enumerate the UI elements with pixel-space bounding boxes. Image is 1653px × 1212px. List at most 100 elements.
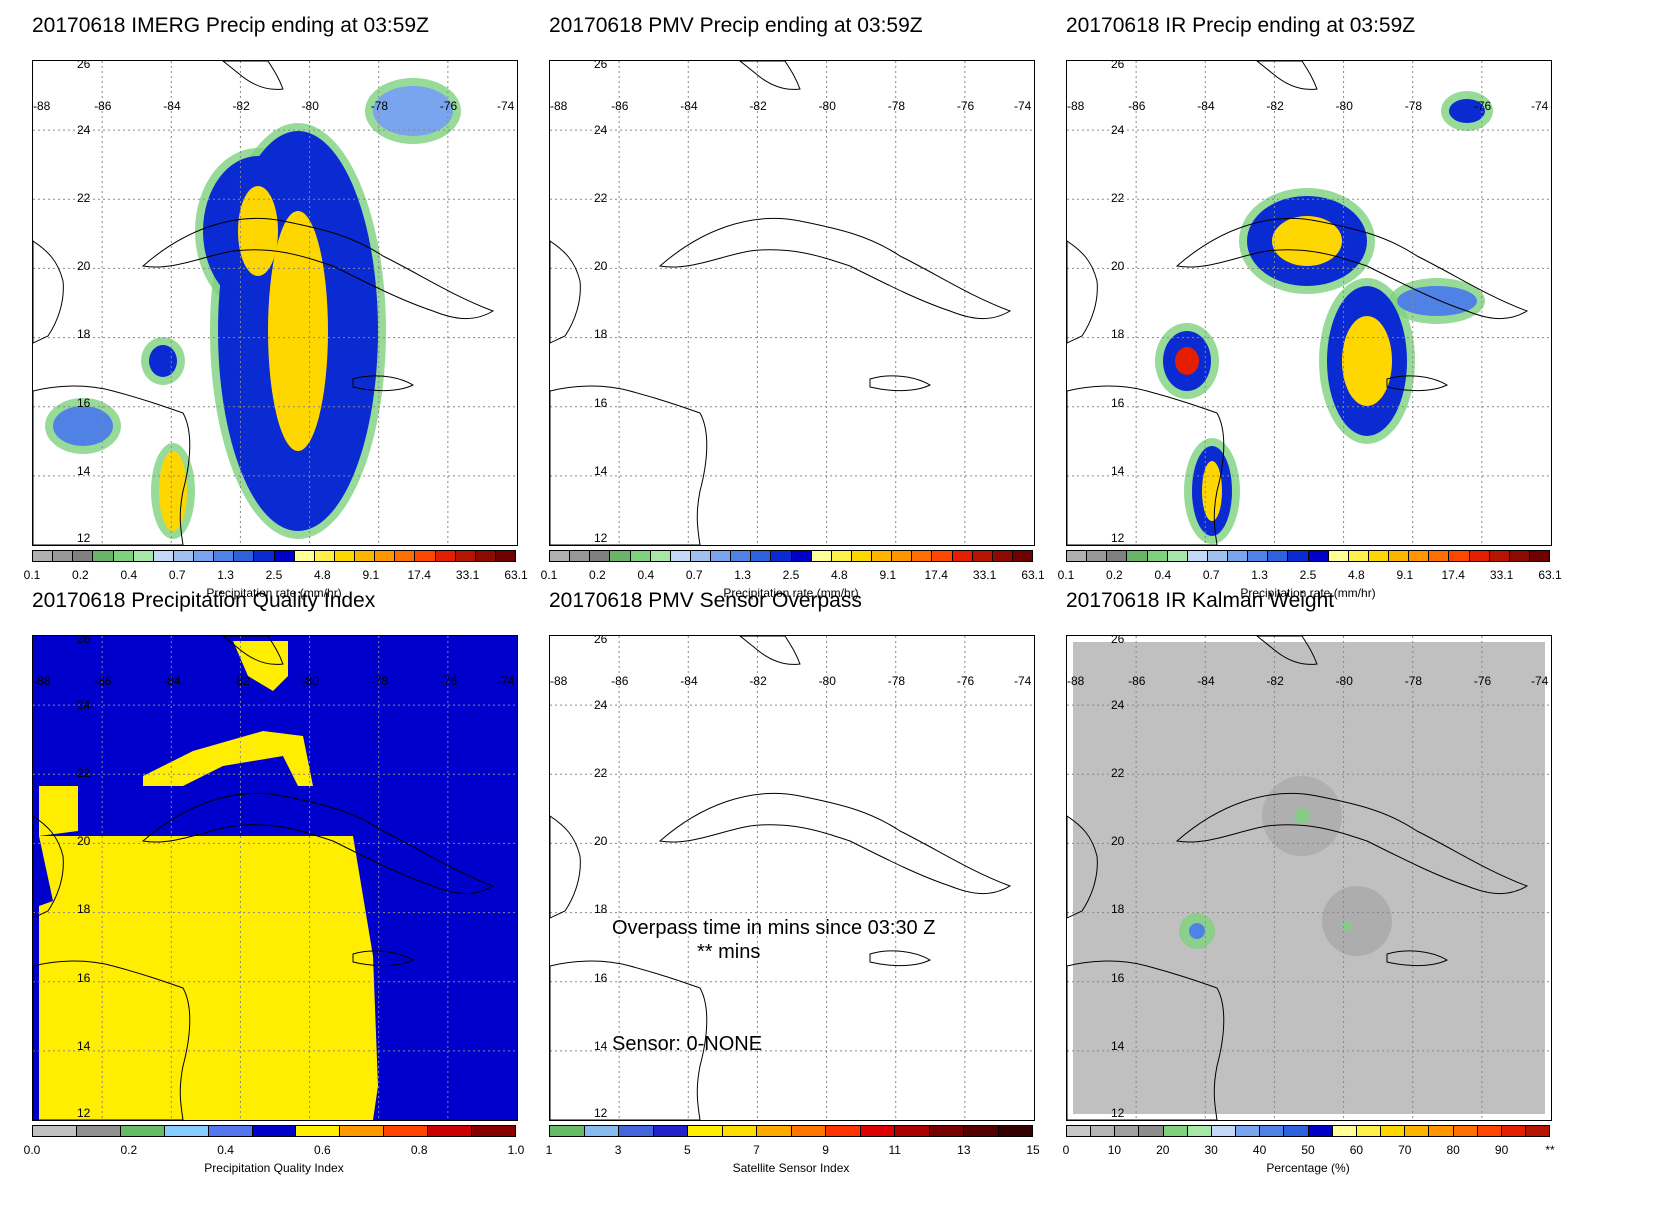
latitude-label: 22 bbox=[1111, 766, 1125, 781]
colorbar-tick-label: 0.2 bbox=[120, 1143, 138, 1157]
colorbar-bin bbox=[570, 551, 591, 561]
map-canvas bbox=[550, 61, 1034, 545]
colorbar-tick-label: 60 bbox=[1349, 1143, 1364, 1157]
colorbar-bin bbox=[1429, 551, 1450, 561]
colorbar-bin bbox=[1091, 1126, 1116, 1136]
longitude-label: -74 bbox=[1531, 99, 1549, 113]
colorbar-bin bbox=[860, 1126, 895, 1136]
longitude-label: -80 bbox=[301, 99, 319, 113]
colorbar-bin bbox=[1260, 1126, 1285, 1136]
colorbar-bin bbox=[472, 1126, 515, 1136]
latitude-label: 24 bbox=[594, 698, 608, 713]
panel-ir: 20170618 IR Precip ending at 03:59Z -88 -8… bbox=[1034, 0, 1562, 600]
panel-pmv: 20170618 PMV Precip ending at 03:59Z -88-… bbox=[517, 0, 1045, 600]
colorbar-bin bbox=[1107, 551, 1128, 561]
panel-pqi: 20170618 Precipitation Quality Index -88-… bbox=[0, 575, 525, 1175]
colorbar-bin bbox=[929, 1126, 964, 1136]
colorbar bbox=[32, 1125, 516, 1137]
colorbar-bin bbox=[619, 1126, 654, 1136]
colorbar-bin bbox=[1228, 551, 1249, 561]
panel-title: 20170618 Precipitation Quality Index bbox=[32, 589, 376, 612]
colorbar-bin bbox=[912, 551, 933, 561]
longitude-label: -86 bbox=[1128, 99, 1146, 113]
map-canvas bbox=[1067, 636, 1551, 1120]
colorbar-bin bbox=[1525, 1126, 1550, 1136]
colorbar-bin bbox=[751, 551, 772, 561]
colorbar-bin bbox=[688, 1126, 723, 1136]
colorbar-label: Satellite Sensor Index bbox=[732, 1161, 850, 1175]
latitude-label: 18 bbox=[594, 902, 608, 917]
colorbar-tick-label: 63.1 bbox=[1538, 568, 1562, 582]
colorbar-bin bbox=[610, 551, 631, 561]
colorbar-tick-label: 5 bbox=[683, 1143, 691, 1157]
colorbar-tick-label: 9.1 bbox=[1396, 568, 1414, 582]
latitude-label: 18 bbox=[594, 327, 608, 342]
colorbar-bin bbox=[334, 551, 355, 561]
colorbar-tick-label: 7 bbox=[753, 1143, 760, 1157]
colorbar-tick-label: 0 bbox=[1062, 1143, 1070, 1157]
colorbar-tick-label: 0.4 bbox=[637, 568, 655, 582]
colorbar-tick-label: 0.2 bbox=[589, 568, 606, 582]
latitude-label: 14 bbox=[77, 1038, 91, 1053]
panel-overpass: 20170618 PMV Sensor Overpass -88 -86 -84 -82… bbox=[517, 575, 1040, 1175]
colorbar-bin bbox=[428, 1126, 473, 1136]
colorbar-bin bbox=[1381, 1126, 1406, 1136]
colorbar-tick-label: 0.4 bbox=[217, 1143, 234, 1157]
colorbar-bin bbox=[1236, 1126, 1261, 1136]
longitude-label: -80 bbox=[1335, 674, 1353, 688]
colorbar-bin bbox=[1115, 1126, 1140, 1136]
colorbar-tick-label: 9 bbox=[822, 1143, 829, 1157]
latitude-label: 26 bbox=[594, 60, 608, 71]
colorbar-tick-label: 1.3 bbox=[1251, 568, 1268, 582]
latitude-label: 24 bbox=[1111, 698, 1125, 713]
latitude-label: 26 bbox=[594, 635, 608, 646]
colorbar-tick-label: 0.7 bbox=[685, 568, 703, 582]
colorbar bbox=[549, 1125, 1033, 1137]
colorbar-bin bbox=[340, 1126, 385, 1136]
overpass-minutes-text: ** mins bbox=[697, 941, 761, 963]
latitude-label: 24 bbox=[594, 123, 608, 138]
latitude-label: 22 bbox=[1111, 191, 1125, 206]
longitude-label: -84 bbox=[680, 674, 698, 688]
latitude-label: 20 bbox=[77, 259, 91, 274]
colorbar-bin bbox=[670, 551, 691, 561]
colorbar-bin bbox=[1453, 1126, 1478, 1136]
latitude-label: 18 bbox=[77, 902, 91, 917]
colorbar-bin bbox=[1139, 1126, 1164, 1136]
colorbar-tick-label: 15 bbox=[1026, 1143, 1040, 1157]
colorbar-bin bbox=[1368, 551, 1389, 561]
colorbar-bin bbox=[630, 551, 651, 561]
colorbar-bin bbox=[495, 551, 515, 561]
colorbar-bin bbox=[435, 551, 456, 561]
latitude-label: 14 bbox=[594, 1038, 608, 1053]
latitude-label: 18 bbox=[1111, 327, 1125, 342]
colorbar-bin bbox=[584, 1126, 619, 1136]
colorbar-bin bbox=[771, 551, 792, 561]
longitude-label: -78 bbox=[1404, 99, 1423, 113]
colorbar-bin bbox=[1501, 1126, 1526, 1136]
colorbar-bin bbox=[1308, 551, 1329, 561]
colorbar-tick-label: 0.1 bbox=[540, 568, 558, 582]
colorbar-bin bbox=[550, 551, 571, 561]
sensor-text: Sensor: 0-NONE bbox=[612, 1033, 763, 1055]
colorbar-bin bbox=[1469, 551, 1490, 561]
colorbar-bin bbox=[851, 551, 872, 561]
colorbar-bin bbox=[1167, 551, 1188, 561]
colorbar-tick-label: 9.1 bbox=[879, 568, 897, 582]
colorbar-tick-label: 90 bbox=[1494, 1143, 1509, 1157]
colorbar-bin bbox=[208, 1126, 253, 1136]
latitude-label: 12 bbox=[594, 1106, 608, 1120]
latitude-label: 16 bbox=[1111, 970, 1125, 985]
colorbar-tick-label: 17.4 bbox=[1441, 568, 1465, 582]
colorbar-bin bbox=[1012, 551, 1032, 561]
colorbar-bin bbox=[1127, 551, 1148, 561]
colorbar-tick-label: 11 bbox=[888, 1143, 901, 1157]
longitude-label: -82 bbox=[232, 99, 250, 113]
map-frame: -88 -86 -84 -82 -80 -78 -76 -74 26 24 22 20 18 16 14 12 bbox=[32, 60, 518, 546]
longitude-label: -74 bbox=[1014, 99, 1032, 113]
colorbar-tick-label: 33.1 bbox=[972, 568, 997, 582]
colorbar-ticks: 0.1 0.2 0.4 0.7 1.3 2.5 4.8 9.1 17.4 33.1 63.1 bbox=[24, 568, 528, 582]
longitude-label: -82 bbox=[1266, 674, 1284, 688]
colorbar-bin bbox=[296, 1126, 341, 1136]
colorbar-bin bbox=[153, 551, 174, 561]
